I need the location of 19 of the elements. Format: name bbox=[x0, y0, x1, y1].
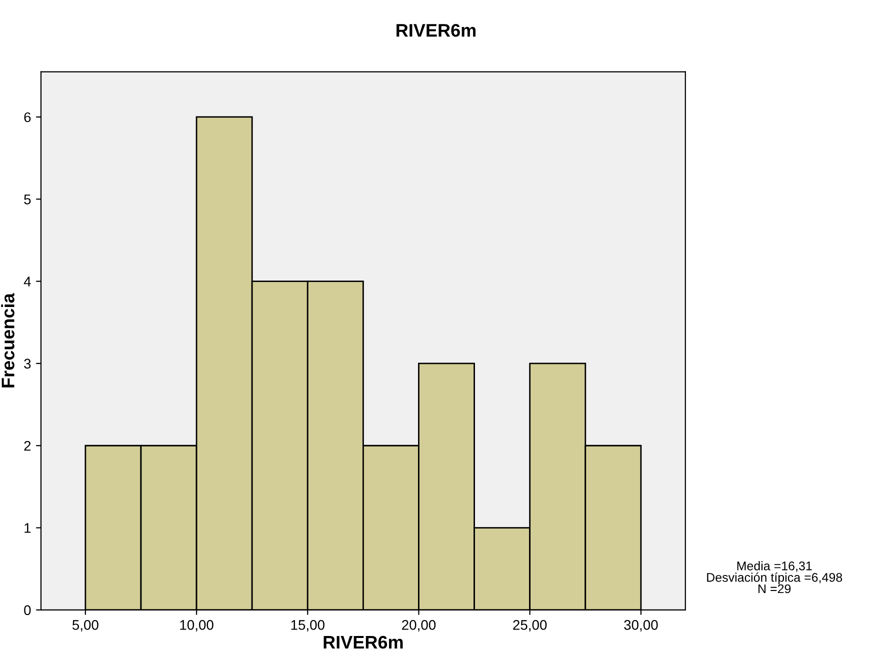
y-tick-label: 0 bbox=[24, 605, 31, 616]
chart-title: RIVER6m bbox=[396, 24, 476, 37]
x-tick-label: 30,00 bbox=[624, 620, 658, 632]
x-tick-label: 10,00 bbox=[180, 620, 214, 632]
y-tick-label: 5 bbox=[24, 194, 31, 204]
text: Media =16,31 bbox=[737, 561, 812, 572]
y-axis-title: Frecuencia bbox=[1, 293, 14, 388]
y-tick-label: 2 bbox=[24, 440, 31, 451]
x-tick-label: 20,00 bbox=[402, 620, 436, 632]
y-tick-label: 3 bbox=[24, 358, 31, 369]
y-tick-label: 4 bbox=[24, 276, 31, 286]
y-tick-label: 6 bbox=[24, 112, 31, 122]
x-tick-label: 15,00 bbox=[291, 620, 324, 632]
x-tick-label: 5,00 bbox=[72, 620, 98, 632]
x-axis-title: RIVER6m bbox=[324, 636, 403, 649]
text: Desviación típica =6,498 bbox=[707, 572, 842, 584]
x-tick-label: 25,00 bbox=[513, 620, 547, 632]
y-tick-label: 1 bbox=[24, 523, 31, 533]
text: N =29 bbox=[758, 584, 791, 594]
